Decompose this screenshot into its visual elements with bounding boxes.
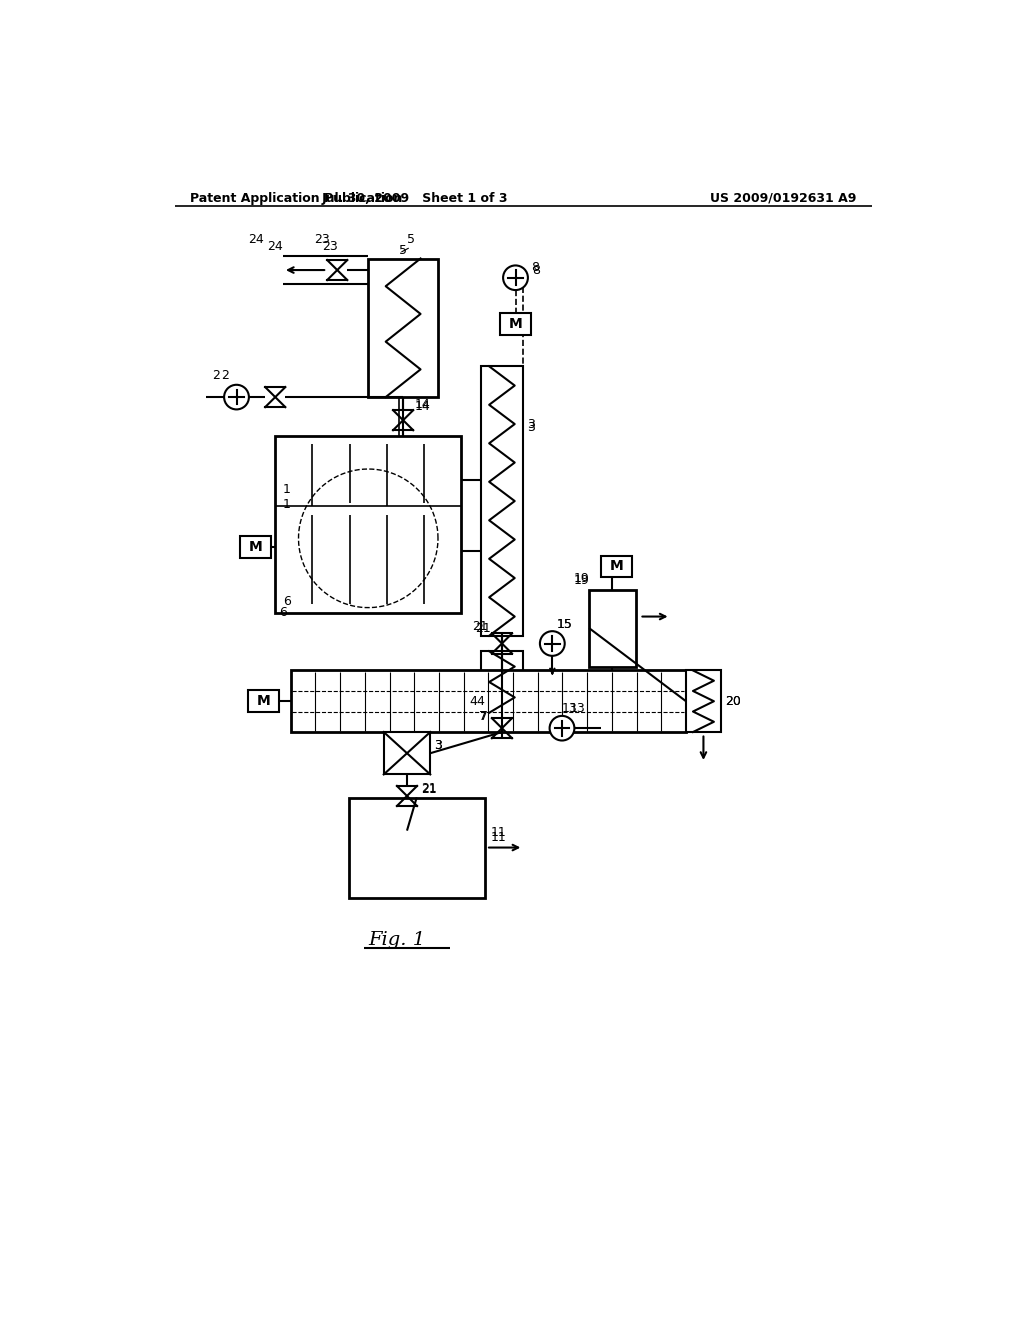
Text: M: M [609, 560, 624, 573]
Text: Patent Application Publication: Patent Application Publication [190, 191, 402, 205]
Text: 4: 4 [469, 694, 477, 708]
Text: 21: 21 [421, 781, 436, 795]
Text: 19: 19 [573, 572, 590, 585]
Text: 23: 23 [322, 240, 338, 253]
Circle shape [540, 631, 564, 656]
Text: M: M [257, 694, 270, 709]
Text: 2: 2 [212, 370, 219, 381]
Text: 6: 6 [280, 606, 287, 619]
Text: Jul. 30, 2009   Sheet 1 of 3: Jul. 30, 2009 Sheet 1 of 3 [322, 191, 508, 205]
Circle shape [503, 265, 528, 290]
Text: M: M [509, 317, 522, 331]
Text: Fig. 1: Fig. 1 [369, 931, 425, 949]
Text: 11: 11 [490, 826, 507, 840]
Text: 3: 3 [527, 421, 535, 434]
Bar [500, 313, 531, 335]
Bar [601, 556, 632, 577]
Circle shape [224, 385, 249, 409]
Text: US 2009/0192631 A9: US 2009/0192631 A9 [710, 191, 856, 205]
Text: 21: 21 [475, 622, 490, 635]
Text: 20: 20 [725, 694, 740, 708]
Text: 2: 2 [221, 370, 229, 381]
Bar [686, 671, 721, 733]
Text: 8: 8 [531, 261, 539, 275]
Circle shape [550, 715, 574, 741]
Text: 19: 19 [573, 574, 590, 587]
Bar [275, 436, 461, 612]
Text: 21: 21 [472, 620, 488, 634]
Text: 23: 23 [314, 232, 330, 246]
Text: 13: 13 [562, 702, 578, 715]
Bar [480, 367, 523, 636]
Text: 14: 14 [415, 400, 430, 413]
Text: 5: 5 [407, 232, 415, 246]
Bar [291, 671, 686, 733]
Text: 15: 15 [556, 618, 572, 631]
Text: 3: 3 [527, 417, 535, 430]
Text: 8: 8 [531, 264, 540, 277]
Bar [589, 590, 636, 667]
Text: 4: 4 [477, 694, 484, 708]
Text: 11: 11 [490, 832, 507, 843]
Text: 15: 15 [556, 618, 572, 631]
Bar [369, 259, 438, 397]
Text: 24: 24 [267, 240, 284, 253]
Bar [248, 690, 280, 711]
Text: 1: 1 [283, 499, 291, 511]
Text: 6: 6 [283, 594, 291, 607]
Text: 24: 24 [248, 232, 264, 246]
Text: 13: 13 [569, 702, 586, 715]
Text: 14: 14 [415, 399, 430, 412]
Text: 20: 20 [725, 694, 740, 708]
Text: 5: 5 [399, 244, 408, 257]
Text: 3: 3 [434, 739, 442, 752]
Text: 7: 7 [478, 710, 486, 723]
Bar [241, 536, 271, 558]
Text: 1: 1 [283, 483, 291, 496]
Bar [349, 797, 484, 898]
Bar [384, 733, 430, 775]
Text: 7: 7 [480, 710, 488, 723]
Bar [480, 651, 523, 713]
Text: 3: 3 [434, 739, 442, 752]
Text: M: M [249, 540, 263, 554]
Text: 21: 21 [421, 783, 436, 796]
